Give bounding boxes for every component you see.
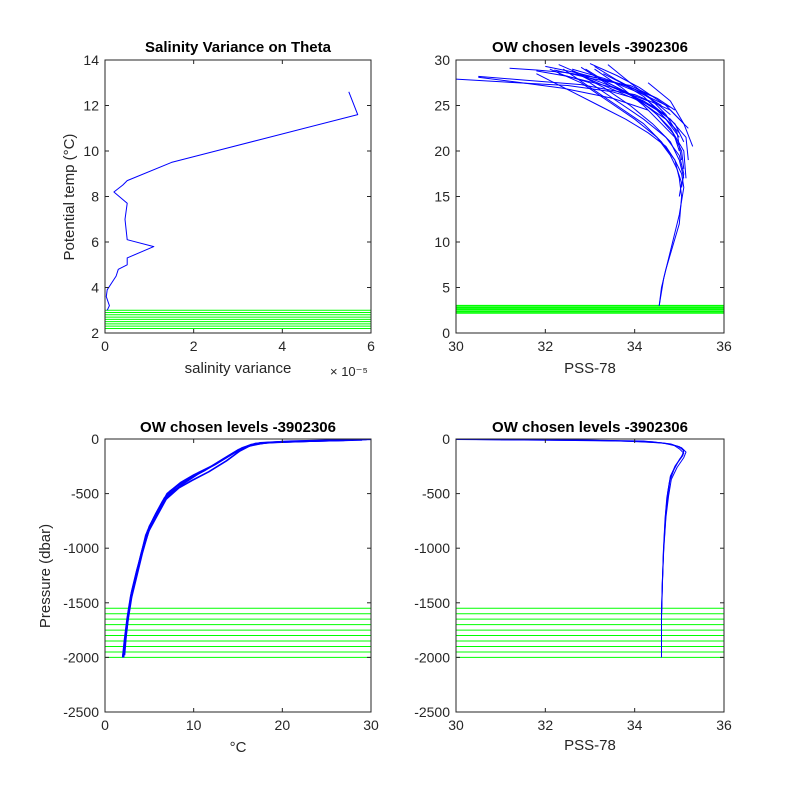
panel-3-xlabel: °C [230, 739, 247, 756]
panel-salinity-variance: Salinity Variance on Theta salinity vari… [61, 39, 375, 379]
x-tick-label: 10 [186, 717, 202, 733]
y-tick-label: -2000 [63, 649, 99, 665]
y-tick-label: -2500 [414, 704, 450, 720]
panel-2-ticks: 30 32 34 36 0 5 10 15 20 25 30 [434, 52, 732, 354]
y-tick-label: 25 [434, 98, 450, 114]
y-tick-label: -1000 [414, 540, 450, 556]
y-tick-label: -2500 [63, 704, 99, 720]
panel-2-profile-lines [455, 63, 694, 306]
x-tick-label: 36 [716, 338, 732, 354]
panel-1-level-lines [105, 309, 371, 329]
panel-3-ylabel: Pressure (dbar) [37, 524, 54, 628]
y-tick-label: 15 [434, 189, 450, 205]
y-tick-label: -2000 [414, 649, 450, 665]
y-tick-label: 30 [434, 52, 450, 68]
y-tick-label: 0 [91, 431, 99, 447]
panel-3-title: OW chosen levels -3902306 [140, 419, 336, 436]
panel-4-xlabel: PSS-78 [564, 737, 616, 754]
x-tick-label: 20 [275, 717, 291, 733]
y-tick-label: 8 [91, 189, 99, 205]
panel-2-title: OW chosen levels -3902306 [492, 39, 688, 56]
panel-1-x-exponent: × 10⁻⁵ [330, 364, 368, 379]
series-line [509, 67, 653, 97]
y-tick-label: 2 [91, 325, 99, 341]
x-tick-label: 30 [448, 717, 464, 733]
x-tick-label: 36 [716, 717, 732, 733]
series-line [589, 63, 685, 125]
panel-1-ylabel: Potential temp (°C) [61, 134, 78, 261]
y-tick-label: 4 [91, 280, 99, 296]
panel-4-level-lines [456, 607, 724, 658]
y-tick-label: -1000 [63, 540, 99, 556]
panel-2-xlabel: PSS-78 [564, 360, 616, 377]
x-tick-label: 6 [367, 338, 375, 354]
y-tick-label: 0 [442, 431, 450, 447]
x-tick-label: 32 [538, 717, 554, 733]
series-line [576, 73, 680, 138]
panel-3-ticks: 0 10 20 30 -2500 -2000 -1500 -1000 -500 0 [63, 431, 379, 733]
series-line [122, 439, 345, 657]
panel-ow-pressure-temp: OW chosen levels -3902306 °C Pressure (d… [37, 419, 379, 756]
series-line [554, 69, 676, 111]
series-line [478, 76, 649, 111]
x-tick-label: 4 [278, 338, 286, 354]
panel-4-title: OW chosen levels -3902306 [492, 419, 688, 436]
y-tick-label: 14 [83, 52, 99, 68]
series-line [455, 78, 667, 116]
panel-3-level-lines [105, 607, 371, 658]
panel-ow-pressure-salinity: OW chosen levels -3902306 PSS-78 30 32 34 3… [414, 419, 732, 754]
panel-ow-theta-salinity: OW chosen levels -3902306 PSS-78 30 32 34 3… [434, 39, 732, 377]
series-line [647, 82, 694, 147]
series-line [607, 64, 683, 161]
panel-4-axes-box [455, 438, 725, 713]
x-tick-label: 0 [101, 338, 109, 354]
x-tick-label: 2 [190, 338, 198, 354]
y-tick-label: -500 [71, 486, 99, 502]
panel-4-ticks: 30 32 34 36 -2500 -2000 -1500 -1000 -500 0 [414, 431, 732, 733]
panel-1-axes-box [104, 59, 372, 334]
panel-4-profile-lines [455, 438, 687, 658]
y-tick-label: 10 [434, 234, 450, 250]
series-line [598, 77, 687, 179]
panel-2-level-lines [456, 304, 724, 314]
series-line [545, 65, 671, 108]
x-tick-label: 34 [627, 717, 643, 733]
y-tick-label: -1500 [414, 595, 450, 611]
series-line [562, 68, 685, 306]
panel-3-profile-lines [121, 438, 372, 658]
panel-3-axes-box [104, 438, 372, 713]
series-line [594, 68, 680, 152]
y-tick-label: 12 [83, 98, 99, 114]
series-line [571, 70, 685, 179]
y-tick-label: 10 [83, 143, 99, 159]
y-tick-label: -500 [422, 486, 450, 502]
y-tick-label: 6 [91, 234, 99, 250]
series-line [558, 73, 685, 188]
y-tick-label: -1500 [63, 595, 99, 611]
x-tick-label: 32 [538, 338, 554, 354]
series-line [464, 438, 685, 658]
x-tick-label: 34 [627, 338, 643, 354]
x-tick-label: 0 [101, 717, 109, 733]
panel-1-xlabel: salinity variance [185, 360, 292, 377]
y-tick-label: 0 [442, 325, 450, 341]
x-tick-label: 30 [448, 338, 464, 354]
x-tick-label: 30 [363, 717, 379, 733]
panel-2-axes-box [455, 59, 725, 334]
y-tick-label: 20 [434, 143, 450, 159]
y-tick-label: 5 [442, 280, 450, 296]
panel-1-title: Salinity Variance on Theta [145, 39, 332, 56]
